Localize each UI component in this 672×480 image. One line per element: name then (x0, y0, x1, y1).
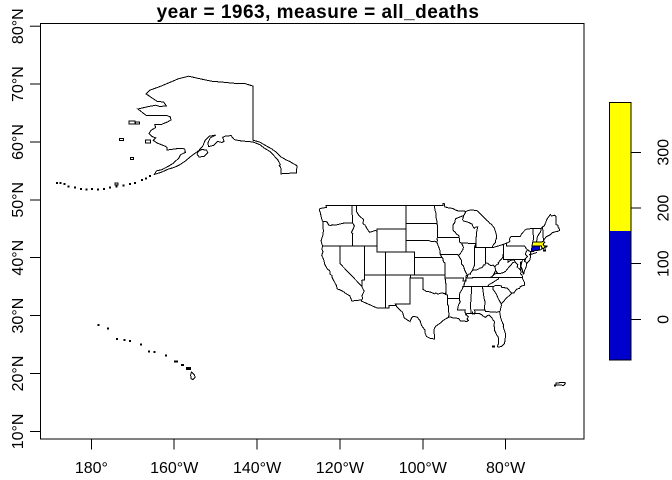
svg-text:40°N: 40°N (10, 240, 27, 276)
svg-text:70°N: 70°N (10, 66, 27, 102)
svg-text:20°N: 20°N (10, 356, 27, 392)
svg-text:50°N: 50°N (10, 182, 27, 218)
svg-text:300: 300 (656, 139, 672, 166)
svg-text:180°: 180° (75, 460, 108, 477)
svg-text:120°W: 120°W (316, 460, 365, 477)
svg-text:80°N: 80°N (10, 8, 27, 44)
svg-text:10°N: 10°N (10, 414, 27, 450)
svg-text:160°W: 160°W (150, 460, 199, 477)
svg-text:60°N: 60°N (10, 124, 27, 160)
svg-text:140°W: 140°W (233, 460, 282, 477)
svg-text:100°W: 100°W (399, 460, 448, 477)
svg-text:year = 1963, measure = all_dea: year = 1963, measure = all_deaths (157, 2, 480, 23)
svg-text:0: 0 (656, 315, 672, 324)
svg-text:80°W: 80°W (486, 460, 526, 477)
svg-text:30°N: 30°N (10, 298, 27, 334)
svg-text:100: 100 (656, 250, 672, 277)
svg-text:200: 200 (656, 195, 672, 222)
